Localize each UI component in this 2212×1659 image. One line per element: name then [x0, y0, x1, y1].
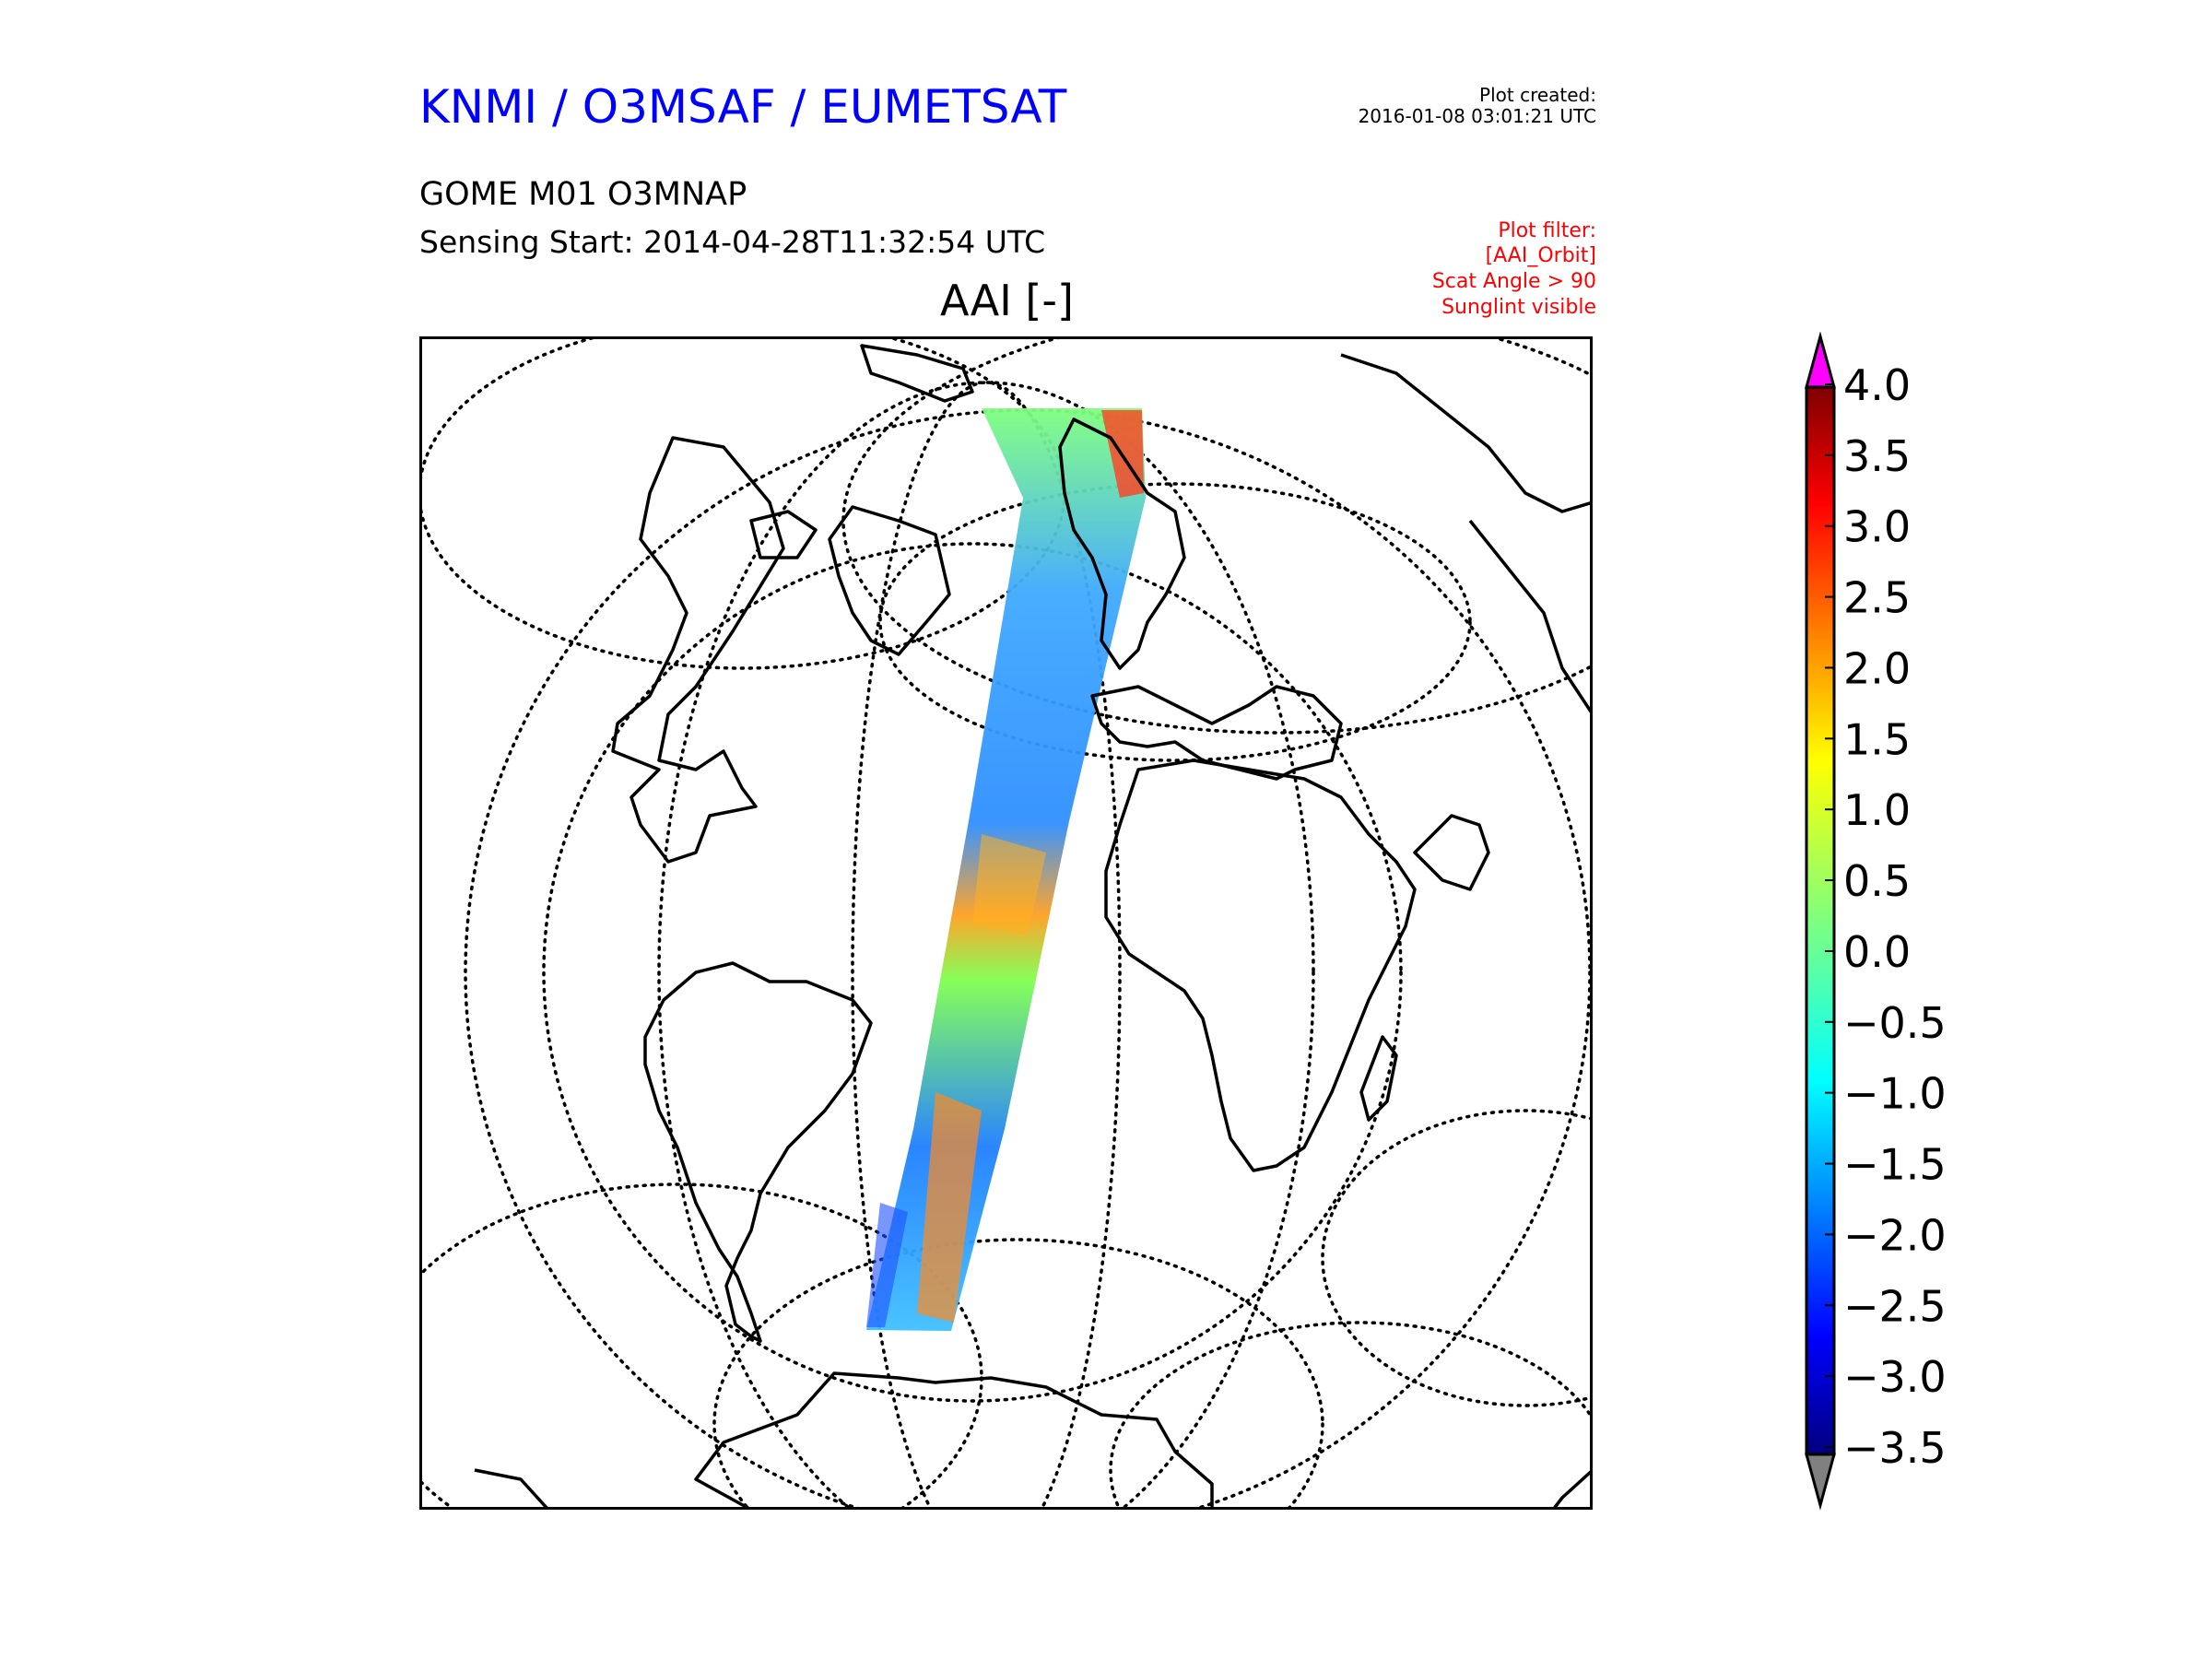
aai-swath — [866, 408, 1146, 1331]
colorbar-tick-label: 1.5 — [1843, 714, 1911, 764]
plot-filter-label: Plot filter: — [1498, 219, 1596, 242]
colorbar-tick-label: 2.5 — [1843, 573, 1911, 623]
plot-filter-sunglint: Sunglint visible — [1441, 296, 1596, 319]
colorbar-tick-label: −2.0 — [1843, 1210, 1947, 1260]
colorbar-under-arrow — [1805, 1453, 1836, 1511]
colorbar-tick-label: 3.5 — [1843, 431, 1911, 481]
plot-org-title: KNMI / O3MSAF / EUMETSAT — [419, 80, 1067, 134]
plot-filter-scat-angle: Scat Angle > 90 — [1431, 270, 1596, 293]
colorbar-tick-label: 1.0 — [1843, 785, 1911, 835]
graticule — [419, 336, 1593, 1510]
colorbar-tick-label: 0.0 — [1843, 927, 1911, 977]
sensing-start: Sensing Start: 2014-04-28T11:32:54 UTC — [419, 224, 1046, 260]
map-plot — [419, 336, 1593, 1510]
colorbar-tick-label: −1.0 — [1843, 1069, 1947, 1119]
colorbar-tick-label: −1.5 — [1843, 1140, 1947, 1190]
colorbar-gradient — [1805, 385, 1836, 1456]
map-title: AAI [-] — [940, 276, 1074, 325]
colorbar-tick-label: −0.5 — [1843, 998, 1947, 1048]
colorbar-tick-label: 4.0 — [1843, 360, 1911, 410]
colorbar-tick-label: 0.5 — [1843, 856, 1911, 906]
coastlines — [474, 344, 1593, 1510]
plot-filter-name: [AAI_Orbit] — [1485, 244, 1596, 267]
plot-created-timestamp: 2016-01-08 03:01:21 UTC — [1358, 105, 1596, 127]
colorbar-over-arrow — [1805, 332, 1836, 389]
colorbar-tick-label: −3.0 — [1843, 1352, 1947, 1402]
colorbar-tick-label: 3.0 — [1843, 502, 1911, 552]
colorbar-tick-label: 2.0 — [1843, 643, 1911, 693]
plot-created-label: Plot created: — [1479, 84, 1596, 106]
product-title: GOME M01 O3MNAP — [419, 176, 747, 213]
colorbar-tick-label: −2.5 — [1843, 1281, 1947, 1331]
colorbar-tick-label: −3.5 — [1843, 1423, 1947, 1473]
colorbar: 4.0 3.5 3.0 2.5 2.0 1.5 1.0 0.5 0.0 −0.5 −1.0 −1.5 −… — [1805, 332, 1947, 1511]
